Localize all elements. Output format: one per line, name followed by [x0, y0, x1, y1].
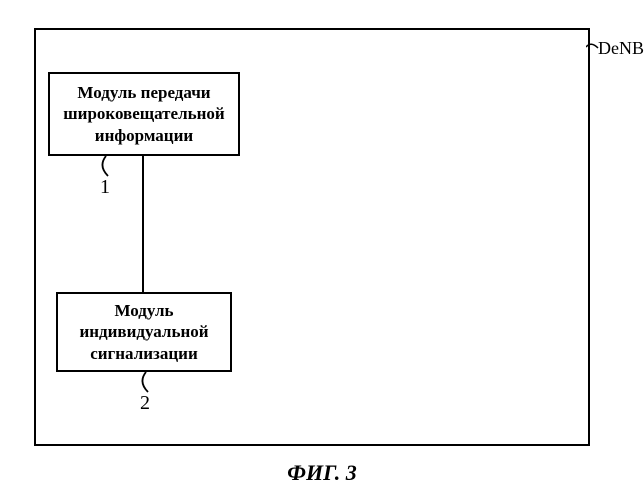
outer-label: DeNB	[598, 38, 644, 59]
figure-caption: ФИГ. 3	[0, 460, 644, 486]
individual-signaling-module-ref-tick	[138, 372, 158, 394]
connector-0	[142, 156, 144, 292]
individual-signaling-module-ref-number: 2	[140, 392, 150, 415]
broadcast-module-label: Модуль передачи широковещательной информ…	[63, 82, 224, 146]
individual-signaling-module-box: Модуль индивидуальной сигнализации	[56, 292, 232, 372]
broadcast-module-ref-number: 1	[100, 176, 110, 199]
individual-signaling-module-label: Модуль индивидуальной сигнализации	[79, 300, 208, 364]
broadcast-module-ref-tick	[98, 156, 118, 178]
broadcast-module-box: Модуль передачи широковещательной информ…	[48, 72, 240, 156]
